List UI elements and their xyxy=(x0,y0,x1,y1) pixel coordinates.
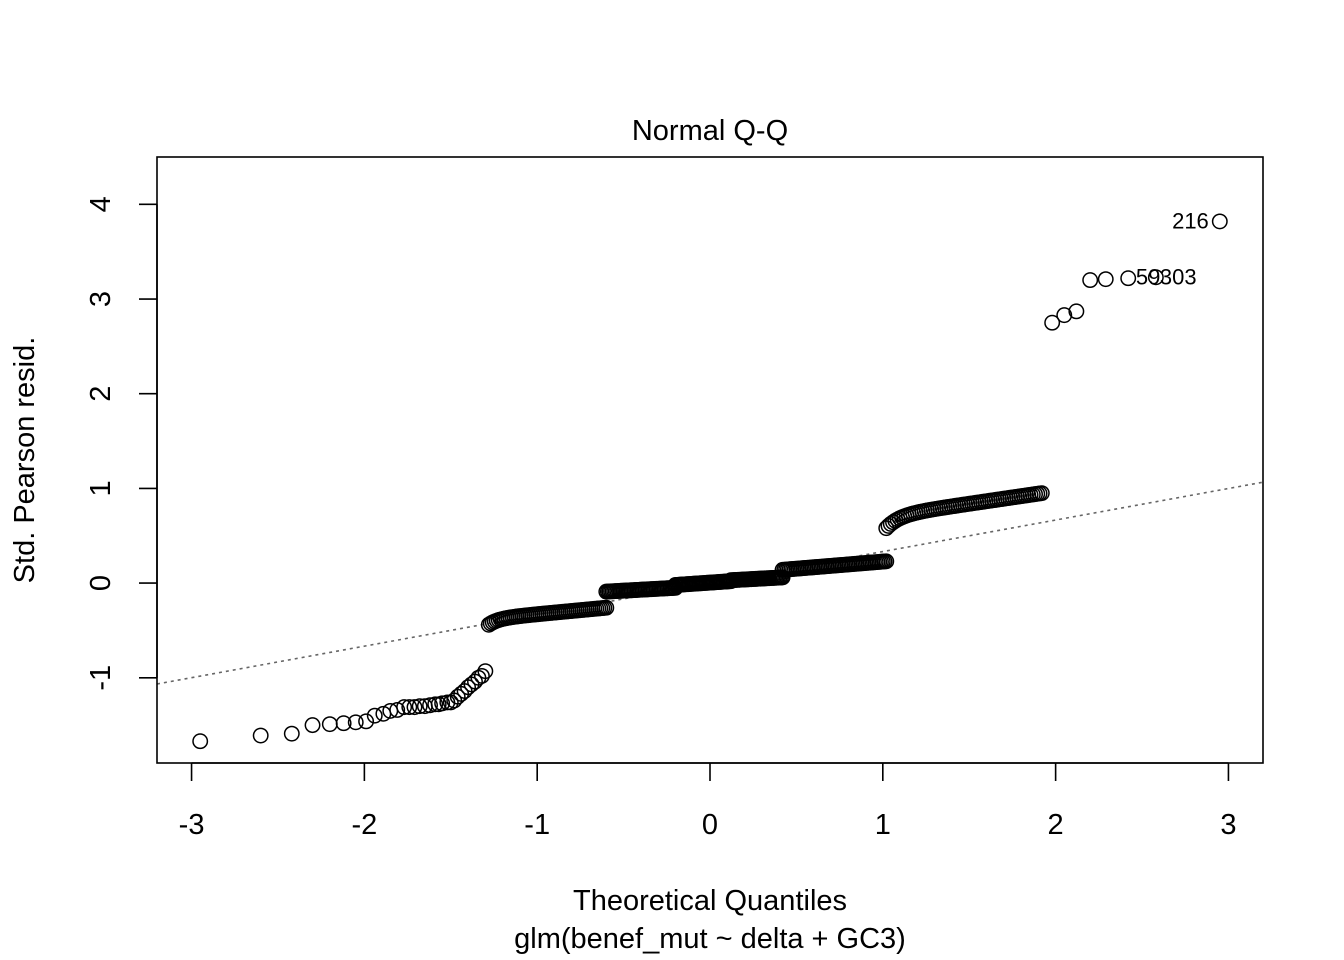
x-tick-label: 3 xyxy=(1220,809,1236,841)
y-axis: -1 0 1 2 3 4 xyxy=(85,196,158,691)
qq-point xyxy=(1147,269,1164,286)
qq-point xyxy=(1120,270,1137,287)
qq-point xyxy=(347,714,364,731)
qq-point xyxy=(1044,314,1061,331)
qq-point xyxy=(396,699,413,716)
qq-point xyxy=(427,696,444,713)
point-label-59: 59 xyxy=(1136,264,1160,289)
qq-point xyxy=(192,733,209,750)
qq-point xyxy=(878,553,895,570)
x-tick-label: -3 xyxy=(179,809,205,841)
chart-title: Normal Q-Q xyxy=(632,115,788,147)
qq-point xyxy=(598,599,615,616)
y-tick-label: 1 xyxy=(85,480,117,496)
qq-point xyxy=(406,699,423,716)
qq-point xyxy=(477,663,494,680)
x-axis: -3 -2 -1 0 1 2 3 xyxy=(179,762,1237,841)
qq-point xyxy=(366,707,383,724)
qq-point xyxy=(358,713,375,730)
qq-point xyxy=(422,697,438,714)
x-tick-label: -1 xyxy=(524,809,550,841)
qq-point xyxy=(283,725,300,742)
qq-point xyxy=(401,699,418,716)
point-label-303: 303 xyxy=(1160,264,1197,289)
point-label-216: 216 xyxy=(1172,208,1209,233)
qq-point xyxy=(304,717,321,734)
x-axis-label: Theoretical Quantiles xyxy=(573,885,847,917)
qq-point xyxy=(252,727,269,744)
x-tick-label: 1 xyxy=(875,809,891,841)
y-tick-label: -1 xyxy=(85,665,117,691)
plot-area: 216 59 303 xyxy=(156,208,1264,750)
x-tick-label: 0 xyxy=(702,809,718,841)
qq-point xyxy=(1082,272,1099,289)
x-tick-label: 2 xyxy=(1048,809,1064,841)
plot-frame xyxy=(156,156,1264,764)
y-tick-label: 0 xyxy=(85,575,117,591)
qq-point xyxy=(389,702,406,718)
x-tick-label: -2 xyxy=(351,809,377,841)
y-tick-label: 4 xyxy=(85,196,117,212)
qq-point xyxy=(1033,485,1050,502)
y-tick-label: 2 xyxy=(85,386,117,402)
y-axis-label: Std. Pearson resid. xyxy=(9,337,41,584)
qq-point xyxy=(321,716,338,733)
qq-point xyxy=(1056,307,1073,324)
qq-point xyxy=(434,695,451,712)
y-tick-label: 3 xyxy=(85,291,117,307)
qq-point xyxy=(335,715,352,732)
qq-point xyxy=(1211,213,1228,230)
qq-point xyxy=(411,698,428,715)
qq-point xyxy=(1097,271,1114,288)
qq-point xyxy=(1068,303,1085,320)
chart-subtitle: glm(benef_mut ~ delta + GC3) xyxy=(514,923,906,955)
qq-point xyxy=(473,667,490,684)
